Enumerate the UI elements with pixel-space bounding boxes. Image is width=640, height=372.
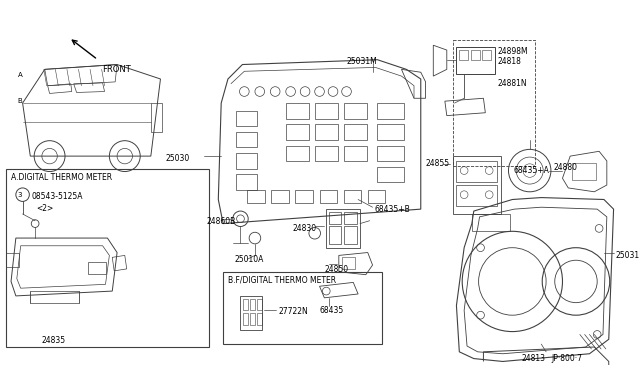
Bar [483,50,491,60]
Bar [30,291,79,303]
Bar [471,50,479,60]
Bar [315,103,338,119]
Bar [250,299,255,310]
Bar [271,190,289,203]
Text: 24813: 24813 [522,354,546,363]
Text: 24830: 24830 [292,224,317,232]
Text: FRONT: FRONT [102,64,131,74]
Bar [151,103,163,132]
Bar [472,214,511,231]
Bar [456,161,497,182]
Text: A: A [18,72,22,78]
Bar [326,209,360,248]
Bar [329,212,340,224]
Bar [456,47,495,74]
Bar [250,313,255,325]
Bar [452,156,500,214]
Text: A.DIGITAL THERMO METER: A.DIGITAL THERMO METER [11,173,112,182]
Bar [236,111,257,126]
Bar [6,169,209,347]
Bar [378,167,404,182]
Text: B.F/DIGITAL THERMO METER: B.F/DIGITAL THERMO METER [228,276,336,285]
Text: 27722N: 27722N [278,308,308,317]
Bar [236,132,257,147]
Bar [319,190,337,203]
Text: 25010A: 25010A [235,256,264,264]
Bar [342,257,355,269]
Text: 68435: 68435 [319,305,344,315]
Bar [257,299,262,310]
Text: 24860B: 24860B [207,217,236,226]
Bar [315,145,338,161]
Bar [236,153,257,169]
Bar [344,190,361,203]
Bar [344,212,357,224]
Text: 24898M: 24898M [498,47,529,56]
Bar [296,190,313,203]
Text: 24880: 24880 [554,163,578,172]
Text: 08543-5125A: 08543-5125A [31,192,83,201]
Text: B: B [18,98,22,104]
Text: <2>: <2> [36,204,53,213]
Bar [88,262,106,274]
Bar [286,103,309,119]
Bar [243,313,248,325]
Text: 24850: 24850 [324,265,348,274]
Bar [286,145,309,161]
Bar [368,190,385,203]
Bar [236,174,257,190]
Bar [329,227,340,244]
Bar [286,124,309,140]
Bar [344,145,367,161]
Bar [344,103,367,119]
Bar [460,50,468,60]
Text: 68435+B: 68435+B [374,205,410,214]
Text: 25030: 25030 [165,154,189,163]
Text: 68435+A: 68435+A [513,166,549,175]
Bar [572,163,596,180]
Bar [344,227,357,244]
Bar [315,124,338,140]
Text: 24855: 24855 [426,159,450,168]
Bar [247,190,264,203]
Bar [241,296,262,330]
Text: 25031M: 25031M [346,57,377,66]
Text: 24881N: 24881N [498,79,527,88]
Bar [243,299,248,310]
Text: 25031: 25031 [616,251,639,260]
Bar [223,272,382,344]
Bar [378,145,404,161]
Bar [257,313,262,325]
Text: 24835: 24835 [42,336,66,345]
Text: JP·800·7: JP·800·7 [551,354,582,363]
Bar [456,185,497,206]
Bar [452,41,534,166]
Bar [378,103,404,119]
Bar [378,124,404,140]
Text: 24818: 24818 [498,57,522,66]
Text: 3: 3 [17,192,22,198]
Bar [344,124,367,140]
